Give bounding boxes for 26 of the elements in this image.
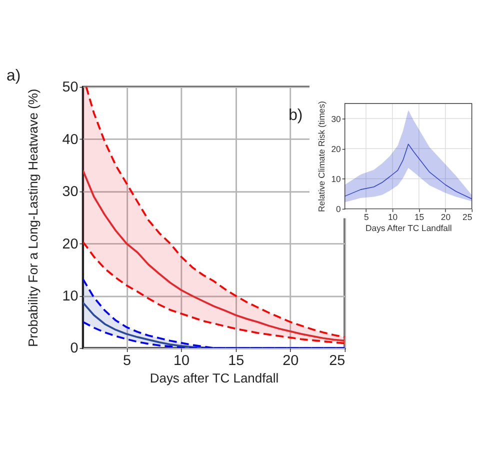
y-axis-title: Probability For a Long-Lasting Heatwave (%)	[26, 88, 41, 347]
x-tick-label: 25	[462, 212, 472, 222]
y-tick-label: 40	[62, 132, 78, 148]
x-tick-label: 20	[282, 353, 299, 370]
text: a)	[6, 67, 21, 84]
x-tick-label: 20	[440, 212, 451, 222]
y-tick-label: 30	[331, 114, 342, 124]
y-tick-label: 20	[331, 144, 342, 154]
annotation: b)	[288, 107, 303, 124]
y-tick-label: 10	[331, 174, 342, 184]
x-tick-label: 25	[329, 353, 346, 370]
x-tick-label: 15	[414, 212, 424, 222]
x-tick-label: 10	[174, 353, 190, 370]
y-axis-title: Relative Climate Risk (times)	[316, 100, 327, 212]
x-tick-label: 15	[228, 353, 244, 370]
x-tick-label: 5	[364, 212, 369, 222]
x-tick-label: 10	[388, 212, 398, 222]
x-axis-title: Days After TC Landfall	[366, 222, 452, 233]
y-tick-label: 50	[62, 80, 78, 96]
y-tick-label: 0	[70, 340, 78, 357]
y-tick-label: 0	[336, 204, 342, 214]
y-tick-label: 30	[62, 184, 78, 200]
x-axis-title: Days after TC Landfall	[150, 370, 279, 386]
y-tick-label: 10	[62, 288, 78, 305]
y-tick-label: 20	[62, 236, 78, 252]
x-tick-label: 5	[122, 353, 131, 370]
